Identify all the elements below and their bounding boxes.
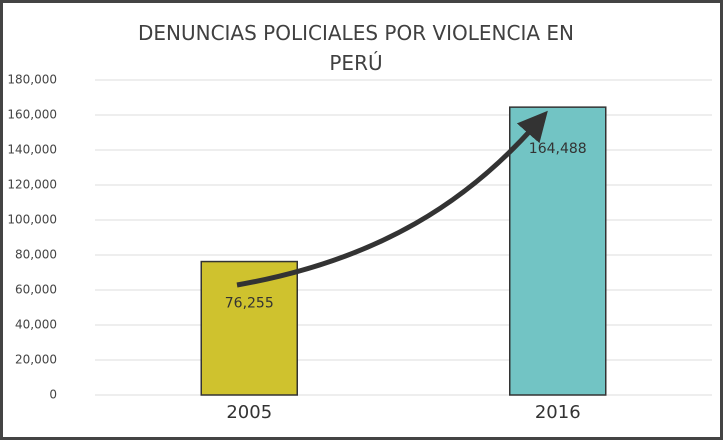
y-tick-label: 100,000	[7, 213, 57, 227]
data-label: 76,255	[225, 296, 274, 312]
y-tick-label: 0	[49, 388, 57, 402]
y-tick-label: 120,000	[7, 178, 57, 192]
chart-title: DENUNCIAS POLICIALES POR VIOLENCIA EN PE…	[137, 21, 575, 75]
bar	[509, 106, 607, 396]
bar	[200, 260, 298, 396]
plot-area: 0 20,000 40,000 60,000 80,000 100,000 120,000 1…	[7, 73, 712, 423]
y-tick-label: 60,000	[15, 283, 57, 297]
y-tick-label: 140,000	[7, 143, 57, 157]
y-tick-label: 20,000	[15, 353, 57, 367]
x-tick-label: 2016	[535, 402, 581, 423]
y-tick-label: 180,000	[7, 73, 57, 87]
y-tick-label: 160,000	[7, 108, 57, 122]
x-tick-label: 2005	[226, 402, 272, 423]
y-tick-label: 40,000	[15, 318, 57, 332]
growth-arrow	[236, 110, 548, 288]
y-tick-label: 80,000	[15, 248, 57, 262]
data-label: 164,488	[529, 141, 587, 157]
